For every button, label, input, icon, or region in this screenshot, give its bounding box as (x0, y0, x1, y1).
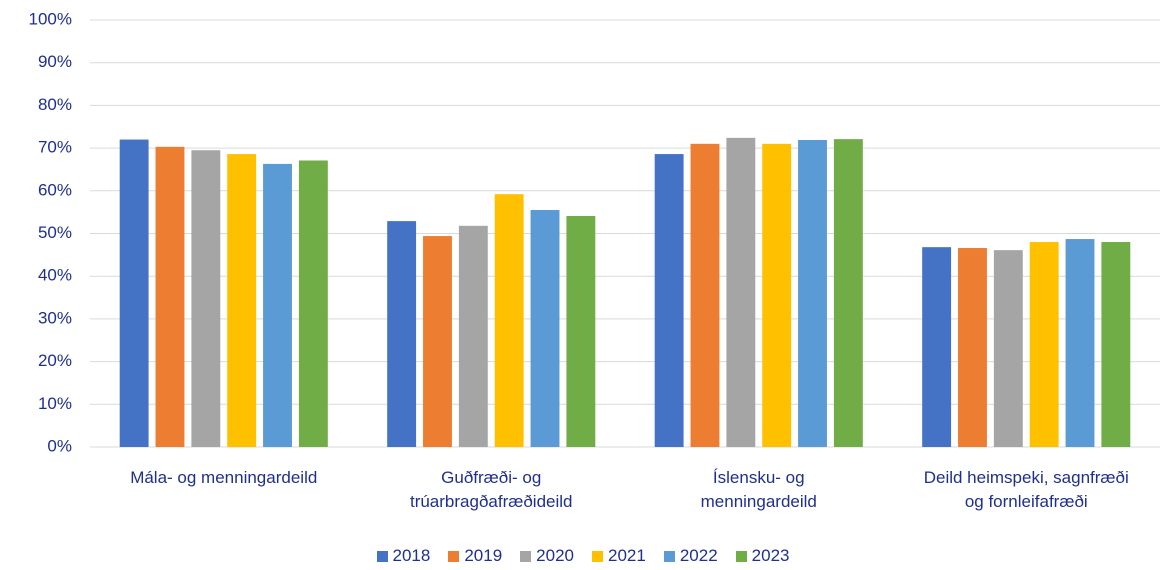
bar (566, 215, 596, 447)
bar (191, 150, 221, 448)
bar (654, 154, 684, 447)
y-tick-label: 10% (38, 394, 72, 413)
x-tick-label: Mála- og menningardeild (130, 468, 318, 487)
legend-item: 2018 (376, 546, 431, 566)
bar (263, 163, 292, 448)
bar (423, 236, 452, 447)
bar (155, 146, 185, 447)
legend-label: 2020 (536, 546, 574, 565)
y-tick-label: 40% (38, 266, 72, 285)
legend-swatch (592, 550, 603, 562)
legend-swatch (520, 550, 532, 562)
legend-swatch (735, 550, 747, 562)
bar (958, 248, 987, 447)
y-tick-label: 80% (38, 95, 72, 114)
bar (298, 160, 328, 447)
bar (530, 210, 560, 447)
legend-swatch (663, 550, 675, 562)
y-tick-label: 90% (38, 52, 72, 71)
y-tick-label: 70% (38, 138, 72, 157)
bar (993, 250, 1023, 447)
legend-label: 2018 (392, 546, 431, 565)
legend-swatch (376, 550, 388, 562)
legend-label: 2022 (679, 546, 718, 565)
y-tick-label: 0% (47, 436, 72, 455)
y-tick-label: 60% (38, 180, 72, 199)
legend-label: 2019 (464, 546, 503, 565)
bar (690, 143, 720, 447)
legend-label: 2021 (608, 546, 646, 565)
bar (726, 137, 756, 448)
x-tick-label: Guðfræði- og trúarbragðafræðideild (409, 468, 573, 511)
legend-item: 2019 (448, 546, 502, 566)
bar (1101, 242, 1131, 447)
bar (1065, 239, 1095, 447)
y-tick-label: 20% (38, 351, 72, 370)
x-tick-label: Íslensku- og menningardeild (700, 468, 817, 511)
bar (1029, 242, 1059, 447)
legend-item: 2022 (663, 546, 718, 566)
legend-item: 2021 (592, 546, 646, 566)
legend-item: 2023 (735, 546, 790, 566)
x-tick-label: Deild heimspeki, sagnfræði og fornleifaf… (923, 468, 1129, 511)
bar (762, 143, 792, 447)
bar (119, 139, 149, 447)
bar (227, 154, 257, 447)
bar (458, 225, 488, 447)
legend-label: 2023 (751, 546, 790, 565)
bar (387, 221, 417, 447)
bar (922, 247, 952, 447)
legend-item: 2020 (520, 546, 574, 566)
y-tick-label: 30% (38, 308, 72, 327)
y-tick-label: 50% (38, 223, 72, 242)
y-tick-label: 100% (29, 9, 72, 28)
bar (798, 139, 827, 447)
plot: 0% 10% 20% 30% 40% 50% 60% 70% 80% 90% 100% (29, 9, 1160, 455)
legend-swatch (448, 550, 460, 562)
legend: 2018 2019 2020 2021 2022 2023 (0, 546, 1166, 566)
bar (494, 194, 524, 447)
bar (833, 139, 863, 447)
